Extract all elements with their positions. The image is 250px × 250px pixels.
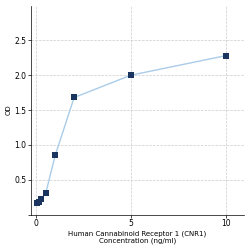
Point	[37, 200, 41, 204]
Point	[224, 54, 228, 58]
Point	[72, 96, 76, 100]
Point	[36, 202, 40, 205]
Point	[53, 153, 57, 157]
Point	[129, 73, 133, 77]
Y-axis label: OD: OD	[6, 105, 12, 115]
Point	[39, 197, 43, 201]
X-axis label: Human Cannabinoid Receptor 1 (CNR1)
Concentration (ng/ml): Human Cannabinoid Receptor 1 (CNR1) Conc…	[68, 230, 207, 244]
Point	[44, 191, 48, 195]
